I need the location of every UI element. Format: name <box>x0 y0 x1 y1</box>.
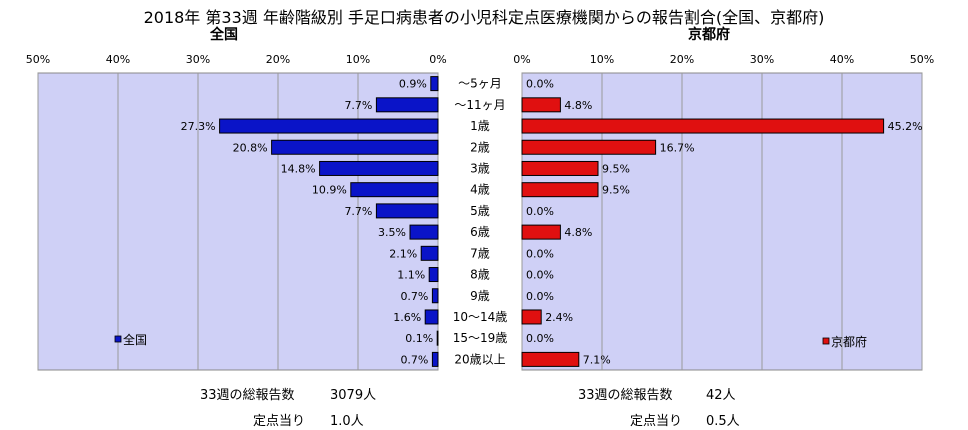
left-bar <box>271 139 439 155</box>
right-bar <box>521 139 657 155</box>
left-tick-label: 40% <box>106 53 130 66</box>
left-data-label: 10.9% <box>312 184 347 197</box>
left-tick-label: 50% <box>26 53 50 66</box>
left-data-label: 0.7% <box>400 290 428 303</box>
left-data-label: 27.3% <box>181 120 216 133</box>
left-data-label: 1.1% <box>397 269 425 282</box>
right-bar <box>521 182 599 198</box>
left-data-label: 3.5% <box>378 226 406 239</box>
chart-title: 2018年 第33週 年齢階級別 手足口病患者の小児科定点医療機関からの報告割合… <box>143 8 825 27</box>
category-label: 15～19歳 <box>453 331 508 345</box>
left-total-value: 3079人 <box>330 388 377 403</box>
left-legend-label: 全国 <box>123 332 147 347</box>
left-bar <box>350 182 439 198</box>
left-bar <box>436 330 439 346</box>
right-data-label: 9.5% <box>602 184 630 197</box>
left-data-label: 7.7% <box>344 205 372 218</box>
left-bar <box>430 76 439 92</box>
category-label: 3歳 <box>470 161 490 175</box>
right-data-label: 16.7% <box>660 141 695 154</box>
right-tick-label: 20% <box>670 53 694 66</box>
left-chart-subtitle: 全国 <box>210 27 238 43</box>
right-per-label: 定点当り <box>630 414 683 429</box>
right-legend-swatch <box>822 337 830 345</box>
left-per-value: 1.0人 <box>330 414 364 429</box>
right-data-label: 7.1% <box>583 353 611 366</box>
category-label: 8歳 <box>470 268 490 282</box>
right-bar <box>521 351 580 367</box>
right-bar <box>521 97 561 113</box>
left-bar <box>431 288 439 304</box>
right-total-value: 42人 <box>706 388 736 403</box>
right-data-label: 4.8% <box>564 226 592 239</box>
right-plot-area <box>521 72 923 371</box>
left-plot-area <box>37 72 439 371</box>
category-label: 20歳以上 <box>454 352 505 366</box>
left-bar <box>409 224 439 240</box>
right-legend-label: 京都府 <box>831 334 867 349</box>
category-label: ～5ヶ月 <box>458 77 502 91</box>
left-data-label: 0.9% <box>399 78 427 91</box>
category-label: 6歳 <box>470 225 490 239</box>
left-bar <box>375 97 439 113</box>
left-total-label: 33週の総報告数 <box>200 388 295 403</box>
left-tick-label: 0% <box>429 53 446 66</box>
category-label: 7歳 <box>470 246 490 260</box>
right-data-label: 9.5% <box>602 162 630 175</box>
category-label: 2歳 <box>470 140 490 154</box>
left-data-label: 2.1% <box>389 247 417 260</box>
right-bar <box>521 309 542 325</box>
left-legend-swatch <box>114 335 122 343</box>
right-per-value: 0.5人 <box>706 414 740 429</box>
category-label: 9歳 <box>470 289 490 303</box>
right-data-label: 0.0% <box>526 269 554 282</box>
left-data-label: 0.7% <box>400 353 428 366</box>
right-data-label: 4.8% <box>564 99 592 112</box>
right-tick-label: 0% <box>513 53 530 66</box>
right-chart-subtitle: 京都府 <box>688 27 730 43</box>
right-data-label: 0.0% <box>526 247 554 260</box>
right-data-label: 0.0% <box>526 78 554 91</box>
right-bar <box>521 118 885 134</box>
right-data-label: 0.0% <box>526 332 554 345</box>
category-label: 10～14歳 <box>453 310 508 324</box>
right-bar <box>521 160 599 176</box>
right-bar <box>521 224 561 240</box>
right-data-label: 0.0% <box>526 290 554 303</box>
left-tick-label: 20% <box>266 53 290 66</box>
right-tick-label: 40% <box>830 53 854 66</box>
right-total-label: 33週の総報告数 <box>578 388 673 403</box>
left-data-label: 20.8% <box>233 141 268 154</box>
left-data-label: 1.6% <box>393 311 421 324</box>
left-bar <box>428 267 439 283</box>
left-bar <box>375 203 439 219</box>
category-label: 4歳 <box>470 183 490 197</box>
category-label: 5歳 <box>470 204 490 218</box>
right-data-label: 45.2% <box>888 120 923 133</box>
left-data-label: 0.1% <box>405 332 433 345</box>
right-tick-label: 10% <box>590 53 614 66</box>
left-per-label: 定点当り <box>253 414 306 429</box>
category-label: ～11ヶ月 <box>454 98 505 112</box>
left-bar <box>424 309 439 325</box>
right-data-label: 2.4% <box>545 311 573 324</box>
left-tick-label: 30% <box>186 53 210 66</box>
left-tick-label: 10% <box>346 53 370 66</box>
category-label: 1歳 <box>470 119 490 133</box>
left-data-label: 7.7% <box>344 99 372 112</box>
right-tick-label: 30% <box>750 53 774 66</box>
left-bar <box>420 245 439 261</box>
right-tick-label: 50% <box>910 53 934 66</box>
left-bar <box>319 160 439 176</box>
left-bar <box>219 118 439 134</box>
left-bar <box>431 351 439 367</box>
right-data-label: 0.0% <box>526 205 554 218</box>
left-data-label: 14.8% <box>281 162 316 175</box>
